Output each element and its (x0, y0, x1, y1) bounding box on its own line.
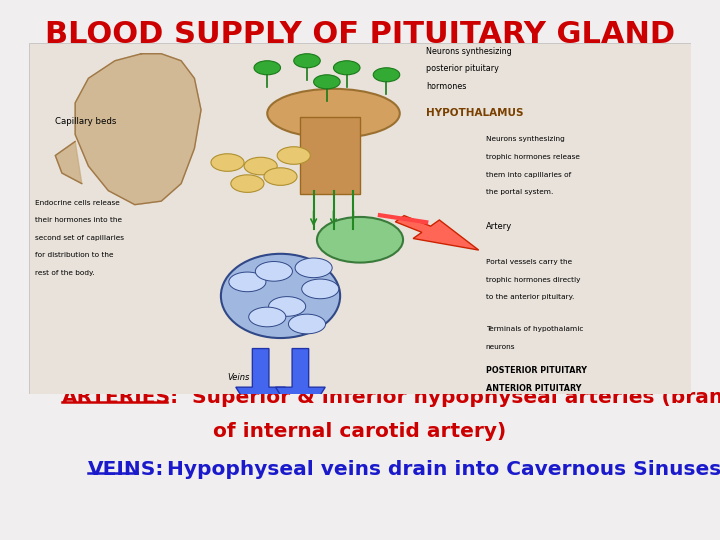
Text: rest of the body.: rest of the body. (35, 270, 95, 276)
Text: POSTERIOR PITUITARY: POSTERIOR PITUITARY (486, 366, 587, 375)
Circle shape (294, 54, 320, 68)
Text: Superior & inferior hypophyseal arteries (branches: Superior & inferior hypophyseal arteries… (185, 388, 720, 407)
Text: Capillary beds: Capillary beds (55, 117, 117, 126)
Circle shape (295, 258, 332, 278)
Circle shape (231, 175, 264, 192)
Text: Hypophyseal veins drain into Cavernous Sinuses.: Hypophyseal veins drain into Cavernous S… (160, 460, 720, 479)
Text: Neurons synthesizing: Neurons synthesizing (426, 47, 512, 56)
Text: Portal vessels carry the: Portal vessels carry the (486, 259, 572, 265)
Circle shape (264, 168, 297, 185)
Text: ANTERIOR PITUITARY: ANTERIOR PITUITARY (486, 384, 581, 393)
Text: their hormones into the: their hormones into the (35, 217, 122, 223)
Text: of internal carotid artery): of internal carotid artery) (213, 422, 507, 441)
Text: Artery: Artery (486, 222, 512, 231)
Text: neurons: neurons (486, 343, 516, 349)
Text: for distribution to the: for distribution to the (35, 252, 114, 258)
Circle shape (256, 261, 292, 281)
Text: hormones: hormones (426, 82, 467, 91)
Text: Neurons synthesizing: Neurons synthesizing (486, 137, 564, 143)
Circle shape (302, 279, 339, 299)
Circle shape (333, 60, 360, 75)
Circle shape (244, 157, 277, 175)
Text: HYPOTHALAMUS: HYPOTHALAMUS (426, 109, 523, 118)
Text: Terminals of hypothalamic: Terminals of hypothalamic (486, 326, 583, 332)
Text: trophic hormones release: trophic hormones release (486, 154, 580, 160)
Text: second set of capillaries: second set of capillaries (35, 235, 125, 241)
Text: trophic hormones directly: trophic hormones directly (486, 277, 580, 283)
Circle shape (229, 272, 266, 292)
FancyArrow shape (276, 349, 325, 427)
FancyArrow shape (395, 215, 479, 250)
Circle shape (269, 296, 306, 316)
Polygon shape (55, 141, 82, 184)
Text: Endocrine cells release: Endocrine cells release (35, 200, 120, 206)
FancyArrow shape (236, 349, 285, 427)
FancyBboxPatch shape (300, 117, 360, 194)
Text: the portal system.: the portal system. (486, 189, 553, 195)
Polygon shape (75, 54, 201, 205)
Circle shape (289, 314, 325, 334)
Text: BLOOD SUPPLY OF PITUITARY GLAND: BLOOD SUPPLY OF PITUITARY GLAND (45, 20, 675, 49)
Circle shape (314, 75, 340, 89)
Text: ARTERIES:: ARTERIES: (62, 388, 179, 407)
Circle shape (211, 154, 244, 171)
Ellipse shape (317, 217, 403, 262)
Circle shape (373, 68, 400, 82)
Circle shape (277, 147, 310, 164)
Ellipse shape (267, 89, 400, 138)
Circle shape (248, 307, 286, 327)
Circle shape (254, 60, 281, 75)
Text: to the anterior pituitary.: to the anterior pituitary. (486, 294, 575, 300)
Text: posterior pituitary: posterior pituitary (426, 64, 499, 73)
Text: VEINS:: VEINS: (88, 460, 164, 479)
Ellipse shape (221, 254, 340, 338)
Text: Veins: Veins (228, 373, 250, 382)
Text: them into capillaries of: them into capillaries of (486, 172, 571, 178)
FancyBboxPatch shape (29, 43, 691, 394)
